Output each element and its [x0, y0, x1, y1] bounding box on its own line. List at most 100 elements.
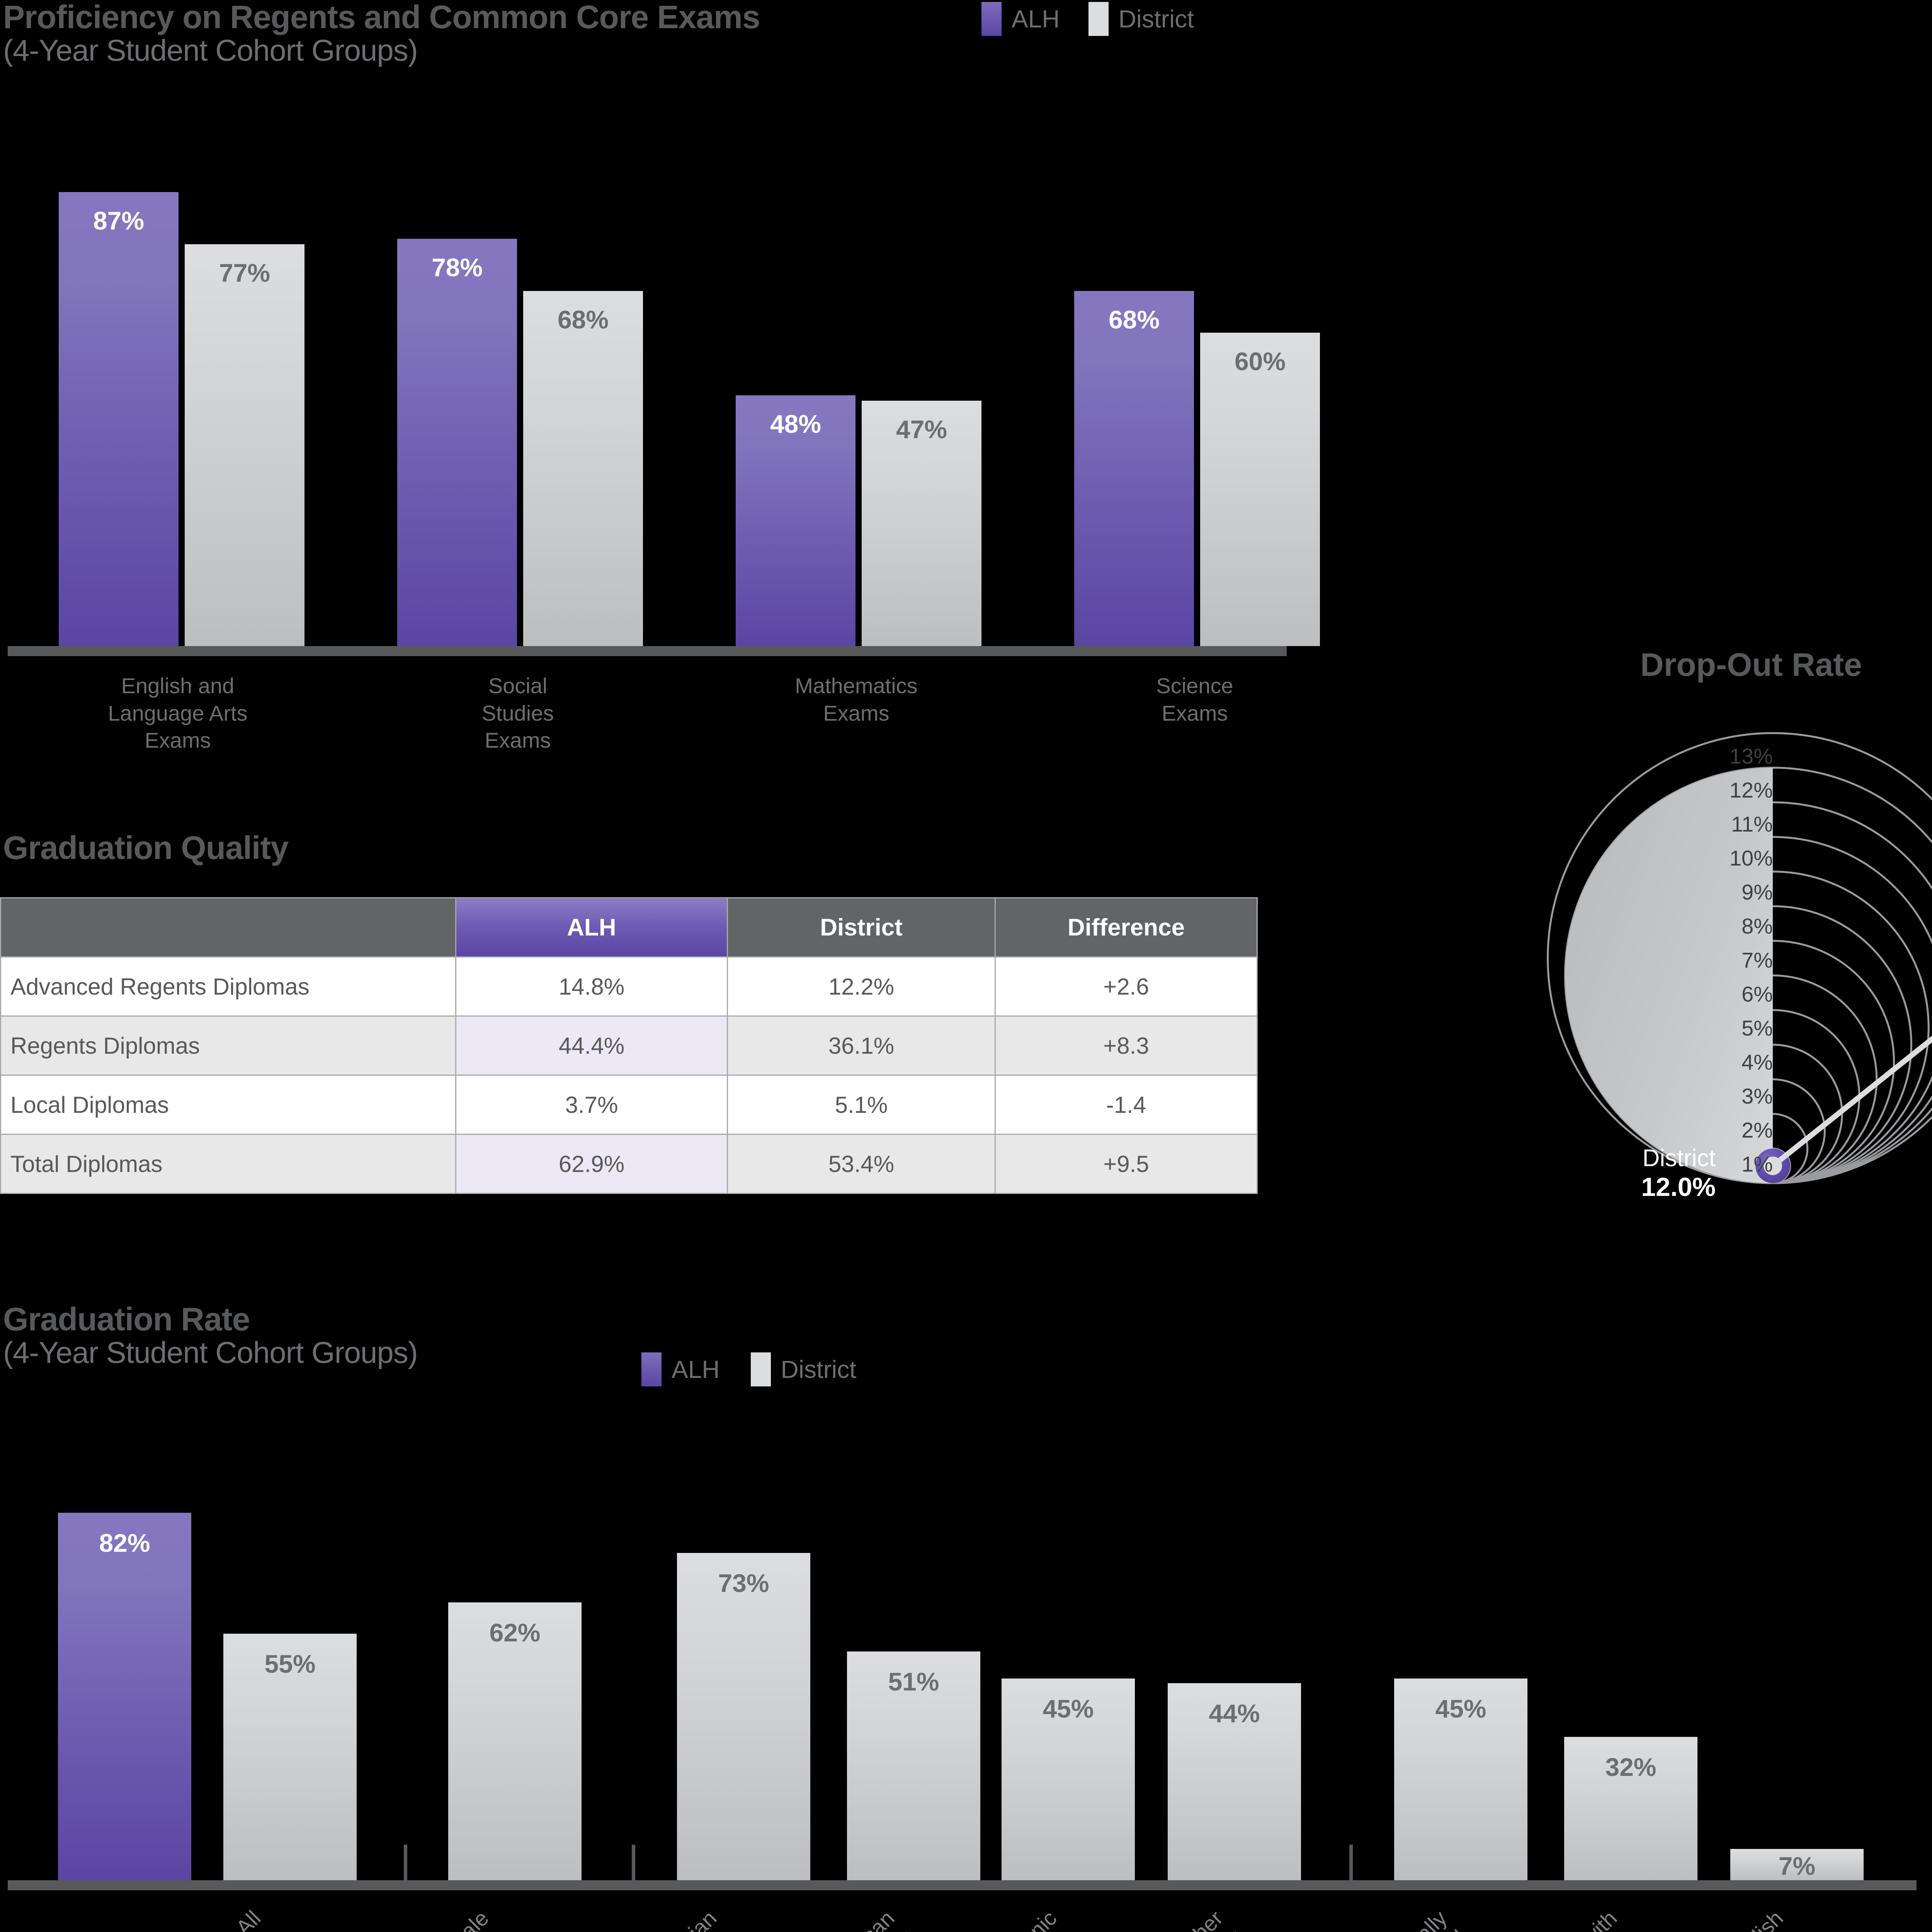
- dropout-alh-leader-line: [1764, 1036, 1932, 1175]
- table-row: Local Diplomas 3.7% 5.1% -1.4: [0, 1075, 1258, 1135]
- table-header-row: ALH District Difference: [0, 897, 1258, 957]
- category-label-ela: English and Language Arts Exams: [108, 673, 248, 753]
- bar-alh-social[interactable]: 78%: [397, 239, 517, 646]
- bar-value-district-science: 60%: [1234, 347, 1286, 376]
- table-row: Advanced Regents Diplomas 14.8% 12.2% +2…: [0, 956, 1258, 1017]
- axis-tick-2: [632, 1845, 635, 1880]
- dropout-radial-svg: [1547, 732, 1932, 1184]
- table-cell-alh: 62.9%: [455, 1134, 728, 1194]
- category-label-english-language-learners: English Language Learners: [1595, 1905, 1827, 1932]
- graduation-rate-legend: ALH District: [641, 1352, 856, 1386]
- legend-swatch-district-icon: [1088, 2, 1109, 36]
- bar-value-district-students-with-disabilities: 32%: [1605, 1753, 1656, 1781]
- bar-alh-all-students[interactable]: 82%: [58, 1513, 191, 1880]
- table-header-district: District: [727, 897, 996, 957]
- bar-value-district-asian: 44%: [1209, 1699, 1260, 1728]
- proficiency-title: Proficiency on Regents and Common Core E…: [3, 0, 760, 66]
- table-cell-label: Local Diplomas: [0, 1075, 456, 1135]
- bar-district-african-american[interactable]: 51%: [847, 1651, 980, 1880]
- dropout-district-value: 12.0%: [1641, 1172, 1716, 1202]
- table-cell-district: 12.2%: [727, 956, 996, 1017]
- proficiency-title-line1: Proficiency on Regents and Common Core E…: [3, 0, 760, 35]
- bar-district-science[interactable]: 60%: [1200, 333, 1320, 646]
- bar-district-asian[interactable]: 44%: [1168, 1683, 1301, 1880]
- legend-item-alh-2: ALH: [641, 1352, 720, 1386]
- category-label-caucasian: Caucasian or White: [528, 1905, 742, 1932]
- dropout-chart: [1306, 707, 1932, 1634]
- ring-label-13: 13%: [1729, 744, 1773, 768]
- table-row: Regents Diplomas 44.4% 36.1% +8.3: [0, 1015, 1258, 1076]
- bar-value-alh-science: 68%: [1108, 305, 1160, 334]
- bar-value-alh-math: 48%: [770, 410, 821, 438]
- table-cell-label: Regents Diplomas: [0, 1015, 456, 1076]
- bar-value-district-all-students: 55%: [264, 1650, 316, 1678]
- bar-value-district-english-language-learners: 7%: [1778, 1852, 1816, 1880]
- graduation-rate-subtitle: (4-Year Student Cohort Groups): [3, 1335, 418, 1370]
- table-header-alh: ALH: [455, 897, 728, 957]
- table-header-difference: Difference: [995, 897, 1258, 957]
- category-label-economically-disadvantaged: Economically Disadvantaged: [1259, 1905, 1472, 1932]
- graduation-rate-title: Graduation Rate (4-Year Student Cohort G…: [3, 1302, 418, 1369]
- category-label-social: Social Studies Exams: [481, 673, 554, 753]
- bar-alh-math[interactable]: 48%: [736, 395, 855, 646]
- legend-swatch-alh-icon: [981, 2, 1002, 36]
- table-row: Total Diplomas 62.9% 53.4% +9.5: [0, 1134, 1258, 1194]
- category-label-african-american: African American or Black: [706, 1905, 919, 1932]
- legend-item-district: District: [1088, 2, 1194, 36]
- bar-value-district-african-american: 51%: [888, 1667, 939, 1696]
- ring-label-6: 6%: [1742, 982, 1773, 1006]
- bar-district-hispanic[interactable]: 45%: [1002, 1679, 1135, 1880]
- bar-district-social[interactable]: 68%: [523, 291, 643, 646]
- table-cell-district: 53.4%: [727, 1134, 996, 1194]
- axis-tick-3: [1349, 1845, 1353, 1880]
- ring-label-11: 11%: [1731, 812, 1773, 836]
- category-label-science: Science Exams: [1156, 673, 1233, 725]
- ring-label-8: 8%: [1742, 914, 1773, 938]
- table-cell-district: 5.1%: [727, 1075, 996, 1135]
- ring-label-10: 10%: [1729, 846, 1773, 870]
- legend-swatch-alh-icon-2: [641, 1352, 662, 1386]
- bar-value-alh-social: 78%: [431, 253, 483, 282]
- legend-label-district: District: [1118, 5, 1194, 33]
- category-label-math: Mathematics Exams: [795, 673, 918, 725]
- graduation-rate-title-line1: Graduation Rate: [3, 1301, 250, 1337]
- axis-tick-1: [404, 1845, 407, 1880]
- bar-alh-science[interactable]: 68%: [1074, 291, 1194, 646]
- bar-district-students-with-disabilities[interactable]: 32%: [1564, 1737, 1697, 1880]
- table-cell-alh: 3.7%: [455, 1075, 728, 1135]
- dropout-district-caption: District 12.0%: [1522, 1145, 1716, 1202]
- graduation-quality-title: Graduation Quality: [3, 830, 289, 866]
- bar-alh-ela[interactable]: 87%: [59, 192, 179, 646]
- bar-district-economically-disadvantaged[interactable]: 45%: [1394, 1679, 1527, 1880]
- proficiency-axis-line: [8, 646, 1287, 656]
- ring-label-1: 1%: [1742, 1152, 1773, 1176]
- dropout-district-bubble[interactable]: [1565, 767, 1932, 1183]
- table-cell-difference: +9.5: [995, 1134, 1258, 1194]
- legend-label-alh: ALH: [1012, 5, 1060, 33]
- bar-value-district-hispanic: 45%: [1043, 1694, 1094, 1723]
- bar-value-district-ela: 77%: [219, 259, 270, 287]
- table-cell-label: Total Diplomas: [0, 1134, 456, 1194]
- bar-value-district-math: 47%: [896, 415, 947, 444]
- ring-label-5: 5%: [1742, 1016, 1773, 1040]
- bar-district-female-students[interactable]: 62%: [448, 1602, 582, 1880]
- ring-label-12: 12%: [1729, 778, 1773, 802]
- table-cell-difference: +2.6: [995, 956, 1258, 1017]
- bar-district-all-students[interactable]: 55%: [223, 1634, 357, 1880]
- legend-label-district-2: District: [781, 1355, 857, 1383]
- bar-district-english-language-learners[interactable]: 7%: [1730, 1849, 1864, 1880]
- bar-district-ela[interactable]: 77%: [185, 244, 304, 646]
- bar-value-district-social: 68%: [557, 305, 609, 334]
- bar-district-math[interactable]: 47%: [862, 401, 981, 646]
- category-label-female-students: Female Students: [300, 1905, 514, 1932]
- ring-label-4: 4%: [1742, 1050, 1773, 1074]
- legend-label-alh-2: ALH: [672, 1355, 720, 1383]
- table-header-blank: [0, 897, 456, 957]
- table-cell-difference: -1.4: [995, 1075, 1258, 1135]
- table-cell-district: 36.1%: [727, 1015, 996, 1076]
- bar-value-alh-all-students: 82%: [99, 1529, 150, 1557]
- graduation-rate-axis-line: [8, 1880, 1917, 1890]
- dropout-title: Drop-Out Rate: [1640, 646, 1862, 683]
- ring-label-9: 9%: [1742, 880, 1773, 904]
- bar-district-caucasian[interactable]: 73%: [677, 1553, 810, 1880]
